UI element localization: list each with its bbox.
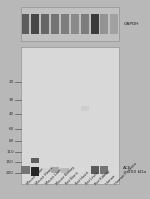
Bar [81, 14, 89, 34]
Bar [31, 158, 39, 163]
Bar [31, 167, 39, 176]
Bar [61, 168, 69, 173]
Text: ACE
~ 200 kDa: ACE ~ 200 kDa [123, 166, 146, 175]
Bar [41, 14, 49, 34]
Text: 150: 150 [6, 160, 14, 164]
Bar [81, 106, 89, 111]
Text: 200: 200 [6, 171, 14, 175]
Text: 60: 60 [8, 127, 14, 131]
Text: 30: 30 [8, 98, 14, 102]
Bar [91, 14, 99, 34]
Text: GAPDH: GAPDH [123, 22, 139, 26]
Text: Mouse Kidney: Mouse Kidney [55, 165, 76, 186]
Bar [41, 168, 49, 172]
Text: Human: Human [104, 174, 117, 186]
Bar [100, 166, 108, 174]
Text: 40: 40 [9, 112, 14, 116]
Bar [110, 14, 118, 34]
Text: Mouse Heart: Mouse Heart [35, 167, 55, 186]
Text: Rat Brain: Rat Brain [65, 171, 80, 186]
Text: Rat Kidney: Rat Kidney [94, 169, 111, 186]
Bar [21, 47, 119, 184]
Bar [31, 14, 39, 34]
Bar [51, 14, 59, 34]
Text: Rat Liver: Rat Liver [85, 172, 99, 186]
Bar [21, 7, 119, 41]
Bar [22, 14, 29, 34]
Bar [100, 14, 108, 34]
Text: Rat Heart: Rat Heart [75, 171, 90, 186]
Bar [90, 166, 99, 174]
Bar [71, 14, 79, 34]
Text: 80: 80 [8, 139, 14, 143]
Text: Human Placenta: Human Placenta [114, 162, 138, 186]
Bar [51, 167, 59, 173]
Text: 110: 110 [6, 150, 14, 154]
Text: Mouse Brain: Mouse Brain [26, 167, 44, 186]
Text: Mouse Liver: Mouse Liver [45, 168, 63, 186]
Bar [61, 14, 69, 34]
Bar [21, 166, 30, 174]
Text: 20: 20 [8, 80, 14, 84]
